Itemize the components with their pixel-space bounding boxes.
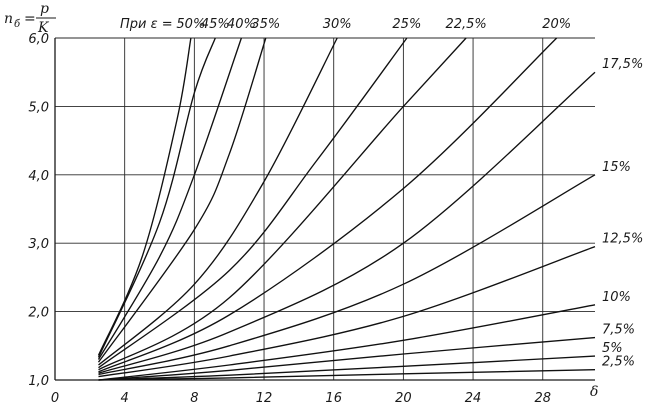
x-tick-label: 0 xyxy=(51,391,59,406)
curve-line xyxy=(98,304,596,381)
curve-line xyxy=(98,336,596,381)
y-axis-title-denominator: K xyxy=(37,20,50,36)
x-tick-label: 8 xyxy=(190,391,198,406)
curve-line xyxy=(98,369,596,381)
curve-label: 17,5% xyxy=(602,57,643,72)
y-tick-label: 4,0 xyxy=(28,169,49,184)
axis-ticks: 0 4 8 12 16 20 24 28 1,0 2,0 3,0 4,0 5,0 6,0 xyxy=(28,32,551,406)
curve-label: 30% xyxy=(323,17,352,32)
curve-line xyxy=(98,71,596,374)
curve-label: 25% xyxy=(392,17,421,32)
x-axis-title: δ xyxy=(590,384,598,400)
y-axis-title: n б = p K xyxy=(4,1,56,36)
curve-line xyxy=(98,245,596,378)
y-tick-label: 1,0 xyxy=(28,374,49,389)
x-tick-label: 4 xyxy=(121,391,129,406)
curve-prefix-label: При ε = xyxy=(120,17,173,32)
y-axis-title-equals: = xyxy=(24,11,36,27)
x-tick-label: 12 xyxy=(256,391,273,406)
curve-line xyxy=(97,37,216,358)
curve-label: 45% xyxy=(201,17,230,32)
curve-label: 5% xyxy=(602,341,623,356)
x-tick-label: 28 xyxy=(534,391,551,406)
curve-line xyxy=(98,174,596,376)
curve-label: 10% xyxy=(602,290,631,305)
x-tick-label: 20 xyxy=(395,391,412,406)
curve-line xyxy=(98,37,467,371)
curve-label: 15% xyxy=(602,160,631,175)
curve-label: 20% xyxy=(542,17,571,32)
y-tick-label: 2,0 xyxy=(28,306,49,321)
curve-label: 22,5% xyxy=(445,17,486,32)
curve-line xyxy=(98,37,408,369)
curve-line xyxy=(97,37,192,356)
curve-label: 35% xyxy=(251,17,280,32)
y-axis-title-lhs: n xyxy=(4,11,13,27)
curve-line xyxy=(98,37,338,366)
y-tick-label: 6,0 xyxy=(28,32,49,47)
curve-line xyxy=(97,37,243,360)
y-axis-title-subscript: б xyxy=(14,19,21,30)
curve-label: 7,5% xyxy=(602,323,635,338)
curve-label: 12,5% xyxy=(602,232,643,247)
curve-line xyxy=(97,37,267,363)
x-tick-label: 24 xyxy=(465,391,482,406)
curve-label: 50% xyxy=(176,17,205,32)
grid-lines xyxy=(54,37,595,381)
y-tick-label: 5,0 xyxy=(28,100,49,115)
curve-label: 40% xyxy=(227,17,256,32)
curve-line xyxy=(98,355,596,381)
curve-label: 2,5% xyxy=(602,355,635,370)
x-tick-label: 16 xyxy=(325,391,342,406)
y-axis-title-numerator: p xyxy=(40,1,49,17)
curve-line xyxy=(98,37,558,373)
y-tick-label: 3,0 xyxy=(28,237,49,252)
curve-series xyxy=(97,37,596,381)
curve-labels: 2,5%5% 7,5% 10% 12,5% 15% 17,5% 20% 22,5% 25% 30%… xyxy=(176,17,643,370)
